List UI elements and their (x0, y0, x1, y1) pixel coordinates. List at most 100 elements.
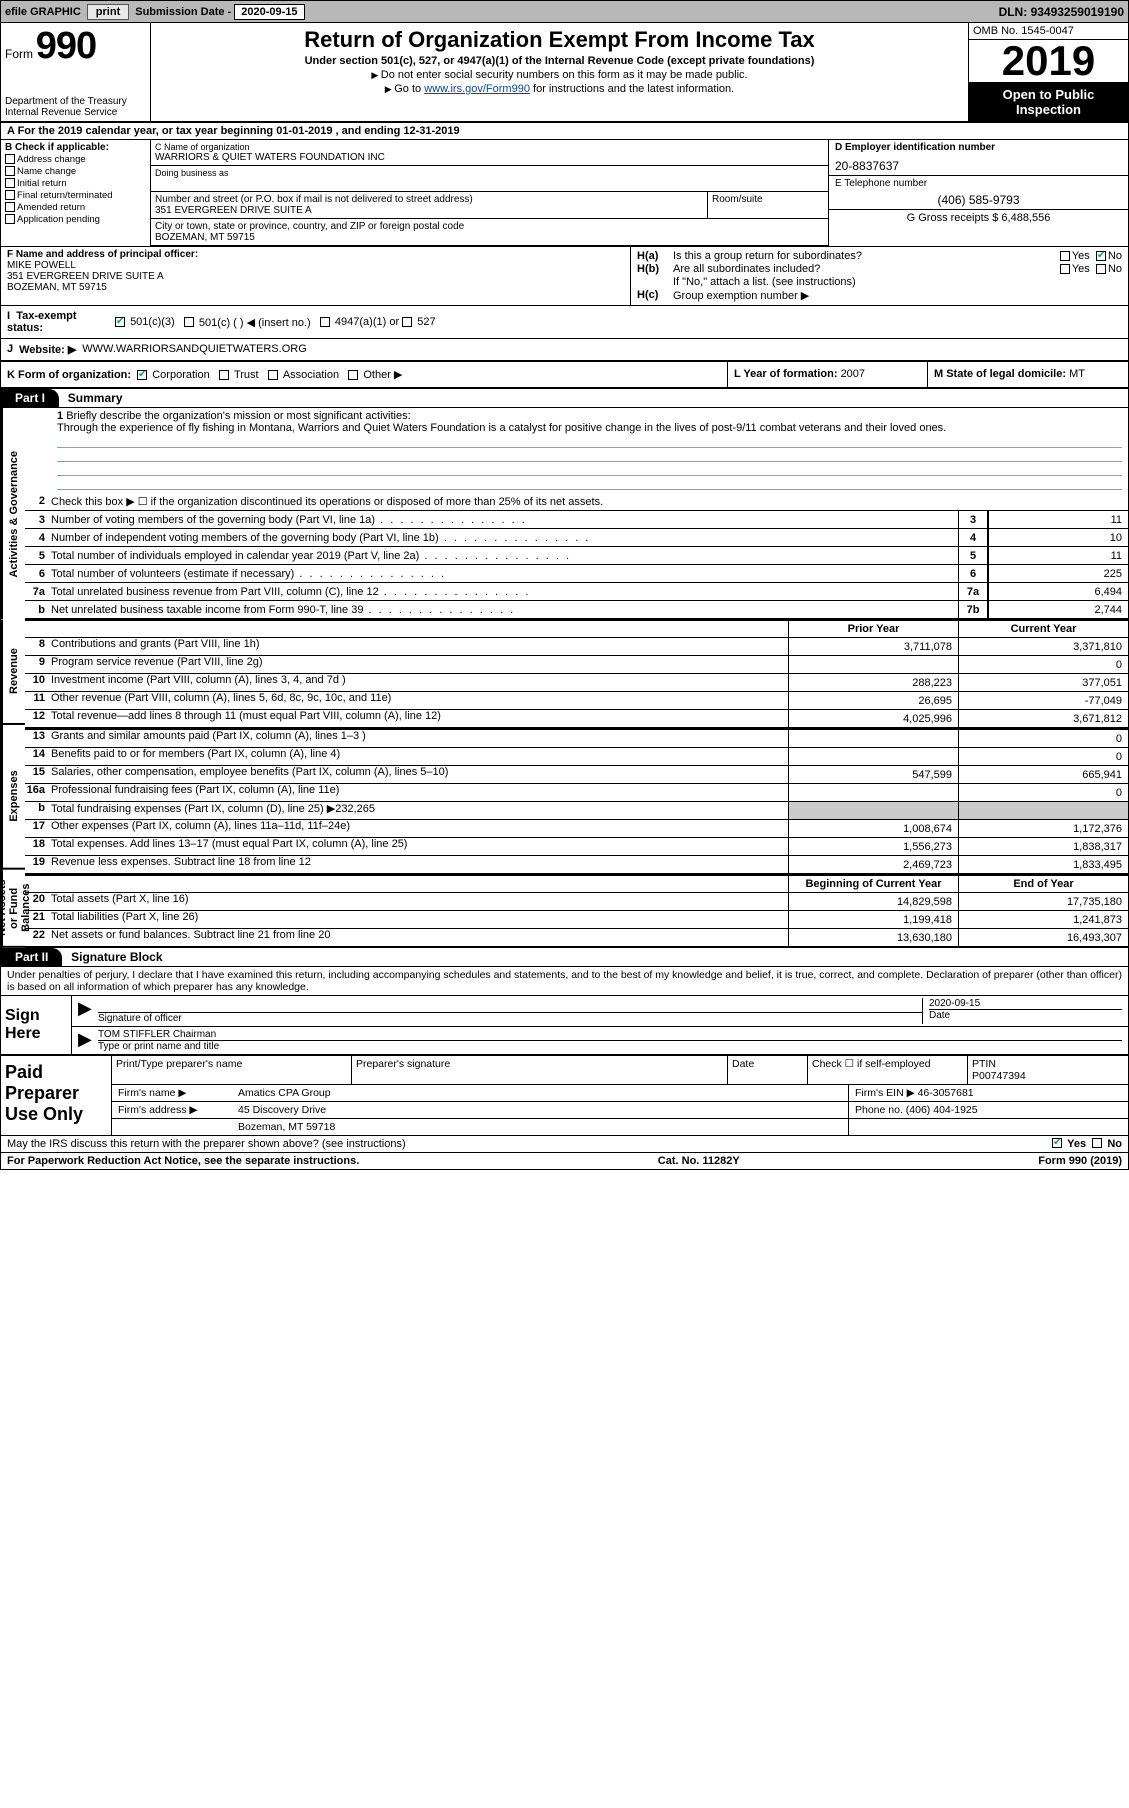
form-header: Form 990 Department of the Treasury Inte… (1, 23, 1128, 123)
irs-link[interactable]: www.irs.gov/Form990 (424, 83, 530, 95)
chk-trust[interactable] (219, 370, 229, 380)
side-expenses: Expenses (1, 724, 25, 870)
side-revenue: Revenue (1, 620, 25, 725)
hb-no-checkbox[interactable] (1096, 264, 1106, 274)
summary-table: Activities & Governance Revenue Expenses… (1, 408, 1128, 948)
year-block: OMB No. 1545-0047 2019 Open to Public In… (968, 23, 1128, 121)
preparer-grid: Print/Type preparer's name Preparer's si… (112, 1056, 1128, 1085)
efile-label: efile GRAPHIC (1, 6, 85, 18)
expenses-section: 13Grants and similar amounts paid (Part … (25, 729, 1128, 875)
check-if-applicable: B Check if applicable: Address change Na… (1, 140, 151, 246)
dba (155, 178, 824, 189)
tax-exempt-status: I Tax-exempt status: 501(c)(3) 501(c) ( … (1, 306, 1128, 339)
ptin: P00747394 (972, 1070, 1026, 1082)
entity-info-block: B Check if applicable: Address change Na… (1, 140, 1128, 247)
summary-line: 21Total liabilities (Part X, line 26)1,1… (25, 910, 1128, 928)
summary-line: 17Other expenses (Part IX, column (A), l… (25, 819, 1128, 837)
part-2-header: Part II Signature Block (1, 948, 1128, 967)
ha-no-checkbox[interactable] (1096, 251, 1106, 261)
website-row: J Website: ▶ WWW.WARRIORSANDQUIETWATERS.… (1, 339, 1128, 362)
chk-application-pending[interactable]: Application pending (5, 214, 146, 225)
prior-current-header: Prior Year Current Year (25, 620, 1128, 637)
submission-date-label: Submission Date - 2020-09-15 (131, 6, 308, 18)
chk-association[interactable] (268, 370, 278, 380)
city-state-zip: BOZEMAN, MT 59715 (155, 232, 824, 243)
hb-yes-checkbox[interactable] (1060, 264, 1070, 274)
chk-amended-return[interactable]: Amended return (5, 202, 146, 213)
chk-corporation[interactable] (137, 370, 147, 380)
perjury-declaration: Under penalties of perjury, I declare th… (1, 967, 1128, 995)
side-activities: Activities & Governance (1, 408, 25, 620)
form-990-page: efile GRAPHIC print Submission Date - 20… (0, 0, 1129, 1170)
principal-officer: F Name and address of principal officer:… (1, 247, 631, 305)
summary-line: 20Total assets (Part X, line 16)14,829,5… (25, 892, 1128, 910)
street-address: 351 EVERGREEN DRIVE SUITE A (155, 205, 703, 216)
form-of-org-row: K Form of organization: Corporation Trus… (1, 362, 1128, 389)
discuss-yes-checkbox[interactable] (1052, 1138, 1062, 1148)
firm-name: Amatics CPA Group (232, 1085, 848, 1101)
chk-name-change[interactable]: Name change (5, 166, 146, 177)
pointer-icon: ▶ (78, 1029, 98, 1052)
state-of-domicile: M State of legal domicile: MT (928, 362, 1128, 387)
summary-line: 4Number of independent voting members of… (25, 528, 1128, 546)
summary-line: 15Salaries, other compensation, employee… (25, 765, 1128, 783)
submission-date-value: 2020-09-15 (234, 4, 304, 20)
chk-final-return[interactable]: Final return/terminated (5, 190, 146, 201)
chk-other[interactable] (348, 370, 358, 380)
summary-line: 6Total number of volunteers (estimate if… (25, 564, 1128, 582)
summary-line: 16aProfessional fundraising fees (Part I… (25, 783, 1128, 801)
ha-yes-checkbox[interactable] (1060, 251, 1070, 261)
website-url: WWW.WARRIORSANDQUIETWATERS.ORG (82, 343, 306, 356)
summary-line: 22Net assets or fund balances. Subtract … (25, 928, 1128, 946)
irs-discuss-row: May the IRS discuss this return with the… (1, 1135, 1128, 1152)
side-net-assets: Net Assets or Fund Balances (1, 870, 25, 948)
net-assets-section: 20Total assets (Part X, line 16)14,829,5… (25, 892, 1128, 948)
form-number: 990 (36, 25, 96, 67)
summary-line: 10Investment income (Part VIII, column (… (25, 673, 1128, 691)
summary-line: 19Revenue less expenses. Subtract line 1… (25, 855, 1128, 873)
tax-year: 2019 (969, 40, 1128, 83)
org-name: WARRIORS & QUIET WATERS FOUNDATION INC (155, 152, 824, 163)
officer-name: TOM STIFFLER Chairman (98, 1029, 1122, 1040)
ein-phone-block: D Employer identification number 20-8837… (828, 140, 1128, 246)
summary-line: 9Program service revenue (Part VIII, lin… (25, 655, 1128, 673)
net-assets-header: Beginning of Current Year End of Year (25, 875, 1128, 892)
chk-501c3[interactable] (115, 317, 125, 327)
summary-line: 7aTotal unrelated business revenue from … (25, 582, 1128, 600)
revenue-section: 8Contributions and grants (Part VIII, li… (25, 637, 1128, 729)
summary-line: 12Total revenue—add lines 8 through 11 (… (25, 709, 1128, 727)
chk-initial-return[interactable]: Initial return (5, 178, 146, 189)
sign-date: 2020-09-15 (929, 998, 1122, 1009)
summary-line: 8Contributions and grants (Part VIII, li… (25, 637, 1128, 655)
discuss-no-checkbox[interactable] (1092, 1138, 1102, 1148)
year-of-formation: L Year of formation: 2007 (728, 362, 928, 387)
summary-line: 5Total number of individuals employed in… (25, 546, 1128, 564)
officer-group-block: F Name and address of principal officer:… (1, 247, 1128, 306)
org-name-address: C Name of organization WARRIORS & QUIET … (151, 140, 828, 246)
topbar: efile GRAPHIC print Submission Date - 20… (1, 1, 1128, 23)
chk-527[interactable] (402, 317, 412, 327)
activities-governance-section: 1 Briefly describe the organization's mi… (25, 408, 1128, 620)
mission-block: 1 Briefly describe the organization's mi… (25, 408, 1128, 492)
telephone: (406) 585-9793 (835, 193, 1122, 207)
firm-phone: Phone no. (406) 404-1925 (848, 1102, 1128, 1118)
chk-4947[interactable] (320, 317, 330, 327)
dln: DLN: 93493259019190 (999, 5, 1128, 19)
chk-501c[interactable] (184, 317, 194, 327)
summary-line: 3Number of voting members of the governi… (25, 510, 1128, 528)
print-button[interactable]: print (87, 4, 129, 20)
summary-line: 18Total expenses. Add lines 13–17 (must … (25, 837, 1128, 855)
sign-here-block: Sign Here ▶ Signature of officer 2020-09… (1, 995, 1128, 1054)
form-title: Return of Organization Exempt From Incom… (157, 27, 962, 53)
summary-line: 13Grants and similar amounts paid (Part … (25, 729, 1128, 747)
gross-receipts: G Gross receipts $ 6,488,556 (829, 210, 1128, 226)
tax-period-row: A For the 2019 calendar year, or tax yea… (1, 123, 1128, 140)
ein-value: 20-8837637 (835, 159, 1122, 173)
summary-line: bNet unrelated business taxable income f… (25, 600, 1128, 618)
summary-line: 14Benefits paid to or for members (Part … (25, 747, 1128, 765)
form-id-block: Form 990 Department of the Treasury Inte… (1, 23, 151, 121)
pointer-icon: ▶ (78, 998, 98, 1024)
open-to-public: Open to Public Inspection (969, 83, 1128, 121)
chk-address-change[interactable]: Address change (5, 154, 146, 165)
line-2: 2 Check this box ▶ ☐ if the organization… (25, 492, 1128, 510)
